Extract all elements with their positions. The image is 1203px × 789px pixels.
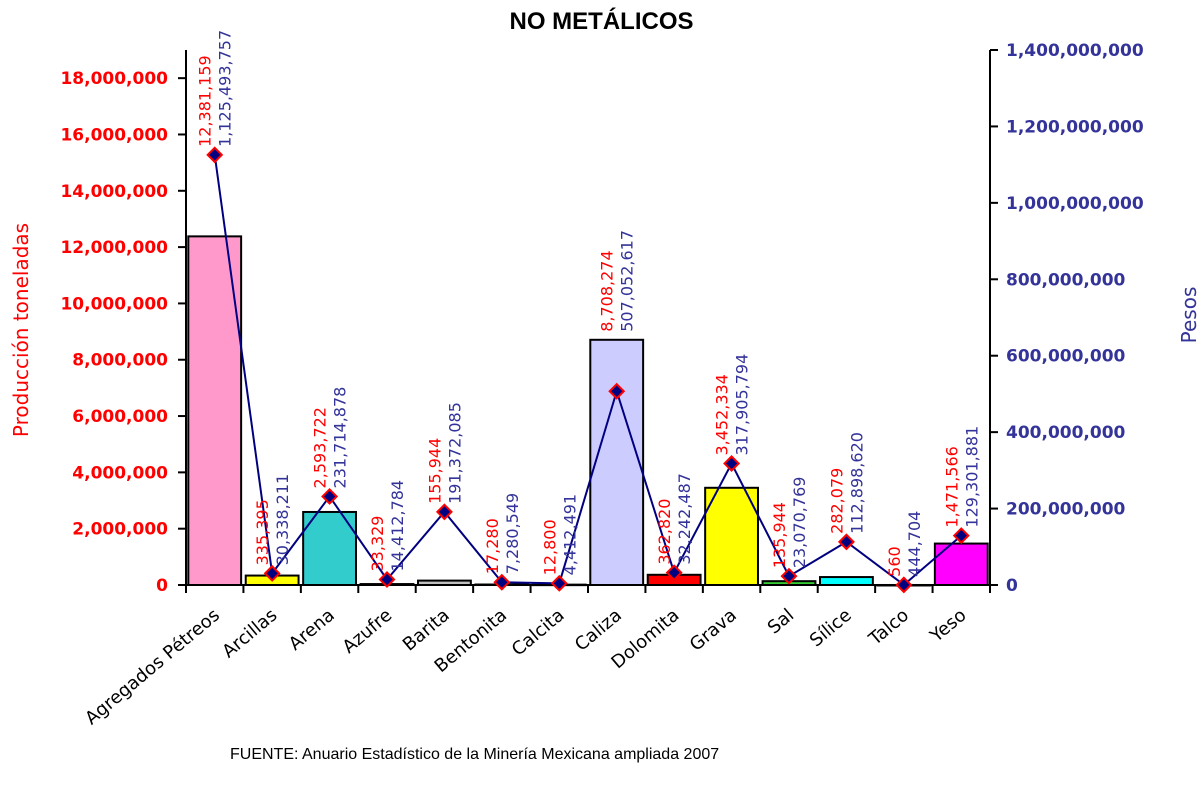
data-label-toneladas: 1,471,566 <box>942 446 961 527</box>
line-point <box>263 564 281 582</box>
data-label-toneladas: 560 <box>885 546 904 577</box>
bar <box>417 579 472 587</box>
x-tick-label: Talco <box>864 605 913 651</box>
data-label-pesos: 4,412,491 <box>560 494 579 575</box>
y-tick-label-left: 10,000,000 <box>60 294 168 314</box>
line-point <box>550 574 568 592</box>
y-tick-label-left: 0 <box>156 576 168 596</box>
y-tick-label-right: 400,000,000 <box>1006 423 1126 443</box>
data-label-pesos: 231,714,878 <box>331 387 350 489</box>
data-label-pesos: 129,301,881 <box>962 426 981 528</box>
y-tick-label-left: 18,000,000 <box>60 69 168 89</box>
data-label-toneladas: 12,800 <box>540 519 559 575</box>
y-tick-label-left: 12,000,000 <box>60 238 168 258</box>
y-tick-label-left: 4,000,000 <box>72 463 168 483</box>
bar <box>704 486 759 587</box>
line-point <box>780 567 798 585</box>
y-tick-label-left: 16,000,000 <box>60 125 168 145</box>
bar <box>819 576 874 587</box>
line-point <box>952 527 970 545</box>
data-label-toneladas: 2,593,722 <box>311 407 330 488</box>
line-point <box>378 571 396 588</box>
data-label-pesos: 23,070,769 <box>790 477 809 569</box>
x-tick-label: Azufre <box>339 605 397 658</box>
bar <box>933 542 989 586</box>
line-point <box>206 146 224 164</box>
bar <box>302 510 357 586</box>
data-label-pesos: 444,704 <box>905 511 924 577</box>
y-tick-label-right: 0 <box>1006 576 1018 596</box>
y-tick-label-right: 1,200,000,000 <box>1006 117 1144 137</box>
data-label-toneladas: 17,280 <box>483 518 502 574</box>
data-label-pesos: 14,412,784 <box>388 480 407 572</box>
y-axis-label: Producción toneladas <box>9 223 33 437</box>
source-note: FUENTE: Anuario Estadístico de la Minerí… <box>230 746 720 763</box>
data-label-pesos: 30,338,211 <box>273 474 292 566</box>
x-tick-label: Arena <box>285 605 339 655</box>
data-label-toneladas: 335,395 <box>253 499 272 565</box>
data-label-toneladas: 135,944 <box>770 502 789 568</box>
x-tick-label: Grava <box>686 605 741 656</box>
y-tick-label-right: 600,000,000 <box>1006 347 1126 367</box>
y-tick-label-left: 2,000,000 <box>72 520 168 540</box>
x-tick-label: Arcillas <box>218 605 281 663</box>
y-tick-label-right: 200,000,000 <box>1006 500 1126 520</box>
y-tick-label-left: 6,000,000 <box>72 407 168 427</box>
line-point <box>723 455 741 472</box>
series-line-pesos <box>213 154 962 587</box>
x-tick-label: Sal <box>764 605 799 639</box>
y-tick-label-left: 8,000,000 <box>72 351 168 371</box>
bar <box>187 235 243 587</box>
data-label-toneladas: 33,329 <box>368 516 387 572</box>
line-point <box>435 503 453 521</box>
data-label-pesos: 191,372,085 <box>445 402 464 504</box>
data-label-toneladas: 12,381,159 <box>196 55 215 147</box>
data-label-pesos: 507,052,617 <box>618 230 637 332</box>
y-tick-label-right: 1,400,000,000 <box>1006 41 1144 61</box>
chart-title: NO METÁLICOS <box>509 8 694 35</box>
y2-axis-label: Pesos <box>1177 287 1201 344</box>
x-tick-label: Calcita <box>508 605 569 661</box>
line-point <box>665 564 683 582</box>
line-point <box>493 573 511 591</box>
x-tick-label: Sílice <box>806 605 856 652</box>
data-label-toneladas: 155,944 <box>425 438 444 504</box>
data-label-pesos: 32,242,487 <box>675 473 694 565</box>
data-label-pesos: 112,898,620 <box>847 432 866 534</box>
line-point <box>321 487 339 505</box>
data-label-toneladas: 3,452,334 <box>713 374 732 455</box>
data-label-pesos: 7,280,549 <box>503 493 522 574</box>
data-label-toneladas: 8,708,274 <box>598 250 617 331</box>
data-label-toneladas: 282,079 <box>827 468 846 534</box>
line-point <box>837 533 855 551</box>
x-tick-label: Yeso <box>926 605 971 647</box>
y-tick-label-right: 1,000,000,000 <box>1006 194 1144 214</box>
data-label-pesos: 317,905,794 <box>733 354 752 456</box>
y-tick-label-right: 800,000,000 <box>1006 270 1126 290</box>
bar <box>589 338 645 586</box>
y-tick-label-left: 14,000,000 <box>60 182 168 202</box>
data-label-toneladas: 362,820 <box>655 499 674 565</box>
line-point <box>895 576 913 594</box>
line-point <box>608 382 626 400</box>
x-tick-label: Agregados Pétreos <box>81 605 224 729</box>
data-label-pesos: 1,125,493,757 <box>216 30 235 147</box>
